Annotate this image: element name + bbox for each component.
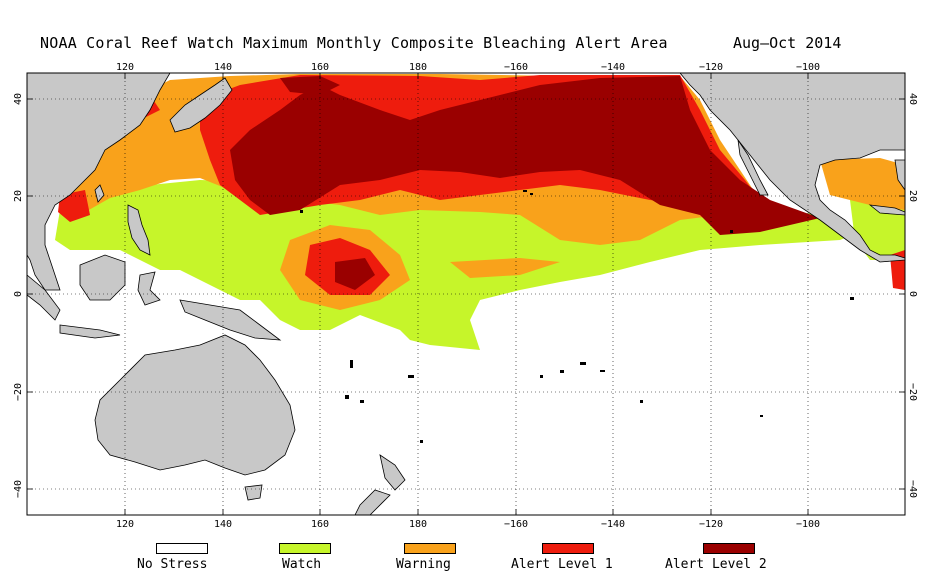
bleaching-alert-map: 120 140 160 180 −160 −140 −120 −100 120 … xyxy=(13,62,918,530)
alert2-zone xyxy=(230,76,820,235)
alert2-zone-north xyxy=(280,76,340,95)
land-tasmania xyxy=(244,484,263,501)
land-baja xyxy=(737,139,769,196)
grid-lines xyxy=(27,73,905,515)
top-tick-label: 180 xyxy=(409,62,427,73)
land-cuba xyxy=(868,204,905,216)
legend-label-watch: Watch xyxy=(282,557,322,572)
bottom-tick-label: −100 xyxy=(796,519,820,530)
top-axis-labels: 120 140 160 180 −160 −140 −120 −100 xyxy=(116,62,820,73)
land-north-america xyxy=(679,73,905,263)
map-period: Aug–Oct 2014 xyxy=(733,34,842,52)
bottom-tick-label: 180 xyxy=(409,519,427,530)
land-new-zealand-north xyxy=(379,454,406,491)
left-axis-labels: 40 20 0 −20 −40 xyxy=(13,93,24,498)
islands xyxy=(300,190,854,443)
bottom-axis-labels: 120 140 160 180 −160 −140 −120 −100 xyxy=(116,519,820,530)
top-tick-label: −160 xyxy=(504,62,528,73)
legend-swatch-alert-level-1 xyxy=(542,543,594,554)
legend-label-alert-level-2: Alert Level 2 xyxy=(665,557,767,572)
map-title: NOAA Coral Reef Watch Maximum Monthly Co… xyxy=(40,34,668,52)
warning-zone-mexico xyxy=(820,158,905,210)
top-tick-label: −140 xyxy=(601,62,625,73)
land-sumatra xyxy=(27,274,61,321)
top-tick-label: 140 xyxy=(214,62,232,73)
left-tick-label: 40 xyxy=(13,93,24,105)
top-tick-label: −100 xyxy=(796,62,820,73)
legend-swatch-no-stress xyxy=(156,543,208,554)
bottom-tick-label: 120 xyxy=(116,519,134,530)
land-taiwan xyxy=(94,184,105,203)
land-masses xyxy=(27,73,905,515)
legend-label-no-stress: No Stress xyxy=(137,557,208,572)
legend-label-alert-level-1: Alert Level 1 xyxy=(511,557,613,572)
land-borneo xyxy=(79,254,126,301)
warning-zone-east xyxy=(450,258,560,278)
land-asia xyxy=(27,73,171,291)
land-new-zealand-south xyxy=(354,489,391,515)
bottom-tick-label: −140 xyxy=(601,519,625,530)
left-tick-label: −40 xyxy=(13,480,24,498)
right-axis-labels: 40 20 0 −20 −40 xyxy=(907,93,918,498)
land-florida xyxy=(894,159,905,191)
bottom-tick-label: −160 xyxy=(504,519,528,530)
land-new-guinea xyxy=(179,299,282,341)
legend-swatch-warning xyxy=(404,543,456,554)
top-tick-label: 120 xyxy=(116,62,134,73)
legend: No Stress Watch Warning Alert Level 1 Al… xyxy=(0,543,930,580)
right-tick-label: −20 xyxy=(907,383,918,401)
land-java xyxy=(59,324,121,339)
bottom-tick-label: 140 xyxy=(214,519,232,530)
right-tick-label: 0 xyxy=(907,291,918,297)
legend-swatch-alert-level-2 xyxy=(703,543,755,554)
land-australia xyxy=(94,334,296,476)
bottom-tick-label: −120 xyxy=(699,519,723,530)
land-sulawesi xyxy=(137,271,161,306)
tick-marks xyxy=(27,73,905,515)
top-tick-label: 160 xyxy=(311,62,329,73)
legend-label-warning: Warning xyxy=(396,557,451,572)
alert2-zone-south xyxy=(335,258,375,290)
bottom-tick-label: 160 xyxy=(311,519,329,530)
right-tick-label: 20 xyxy=(907,190,918,202)
top-tick-label: −120 xyxy=(699,62,723,73)
left-tick-label: 20 xyxy=(13,190,24,202)
left-tick-label: −20 xyxy=(13,383,24,401)
right-tick-label: −40 xyxy=(907,480,918,498)
land-japan xyxy=(169,77,233,133)
left-tick-label: 0 xyxy=(13,291,24,297)
right-tick-label: 40 xyxy=(907,93,918,105)
legend-swatch-watch xyxy=(279,543,331,554)
land-philippines xyxy=(127,204,151,256)
